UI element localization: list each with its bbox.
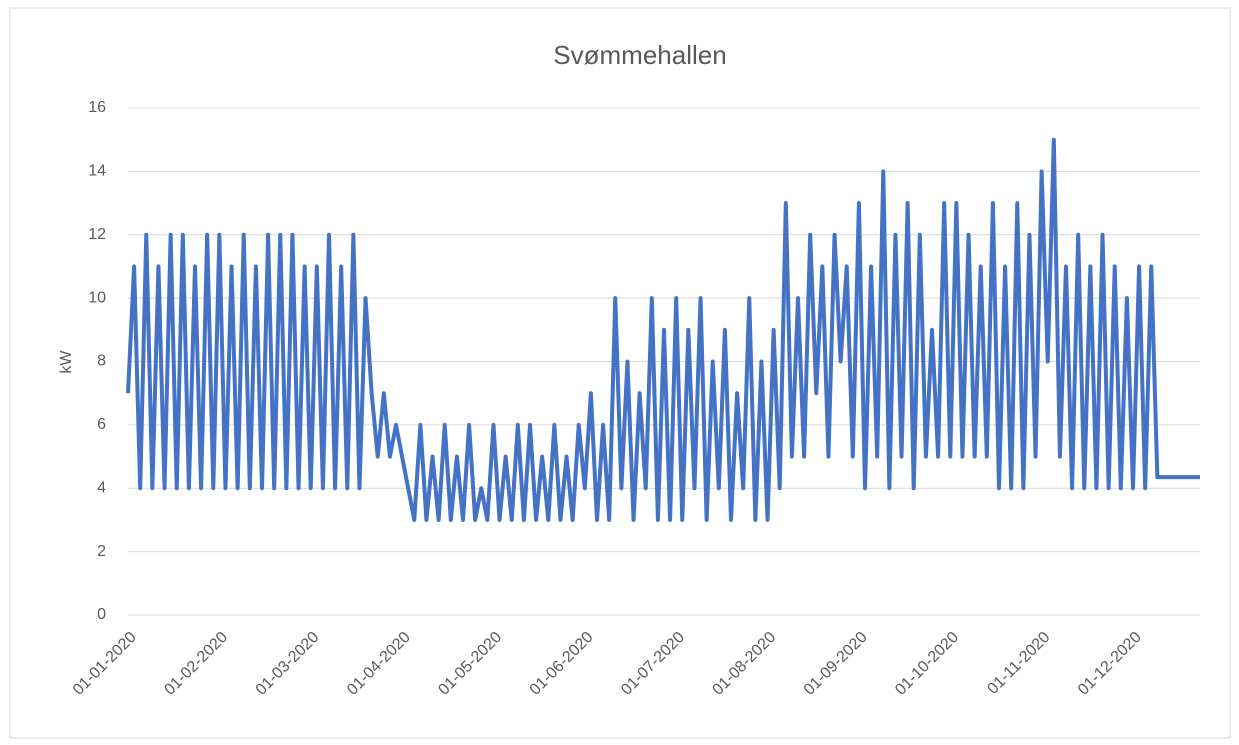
y-tick-label: 2 xyxy=(97,543,106,560)
x-tick-label: 01-04-2020 xyxy=(344,629,414,699)
x-tick-label: 01-03-2020 xyxy=(253,629,323,699)
y-tick-label: 10 xyxy=(88,289,106,306)
x-tick-label: 01-02-2020 xyxy=(161,629,231,699)
y-tick-label: 6 xyxy=(97,416,106,433)
y-tick-label: 0 xyxy=(97,606,106,623)
x-tick-label: 01-12-2020 xyxy=(1075,629,1145,699)
x-tick-label: 01-01-2020 xyxy=(70,629,140,699)
y-tick-label: 16 xyxy=(88,99,106,116)
x-tick-label: 01-05-2020 xyxy=(435,629,505,699)
y-tick-label: 8 xyxy=(97,353,106,370)
chart-title: Svømmehallen xyxy=(553,40,726,70)
y-tick-label: 4 xyxy=(97,479,106,496)
x-tick-label: 01-06-2020 xyxy=(527,629,597,699)
x-tick-label: 01-07-2020 xyxy=(618,629,688,699)
x-tick-label: 01-10-2020 xyxy=(892,629,962,699)
y-tick-label: 12 xyxy=(88,226,106,243)
y-axis-label: kW xyxy=(58,350,75,374)
chart-border xyxy=(9,7,1231,739)
data-line xyxy=(126,137,1200,522)
x-tick-label: 01-09-2020 xyxy=(801,629,871,699)
x-tick-label: 01-08-2020 xyxy=(709,629,779,699)
y-tick-label: 14 xyxy=(88,163,106,180)
x-tick-label: 01-11-2020 xyxy=(984,629,1053,698)
